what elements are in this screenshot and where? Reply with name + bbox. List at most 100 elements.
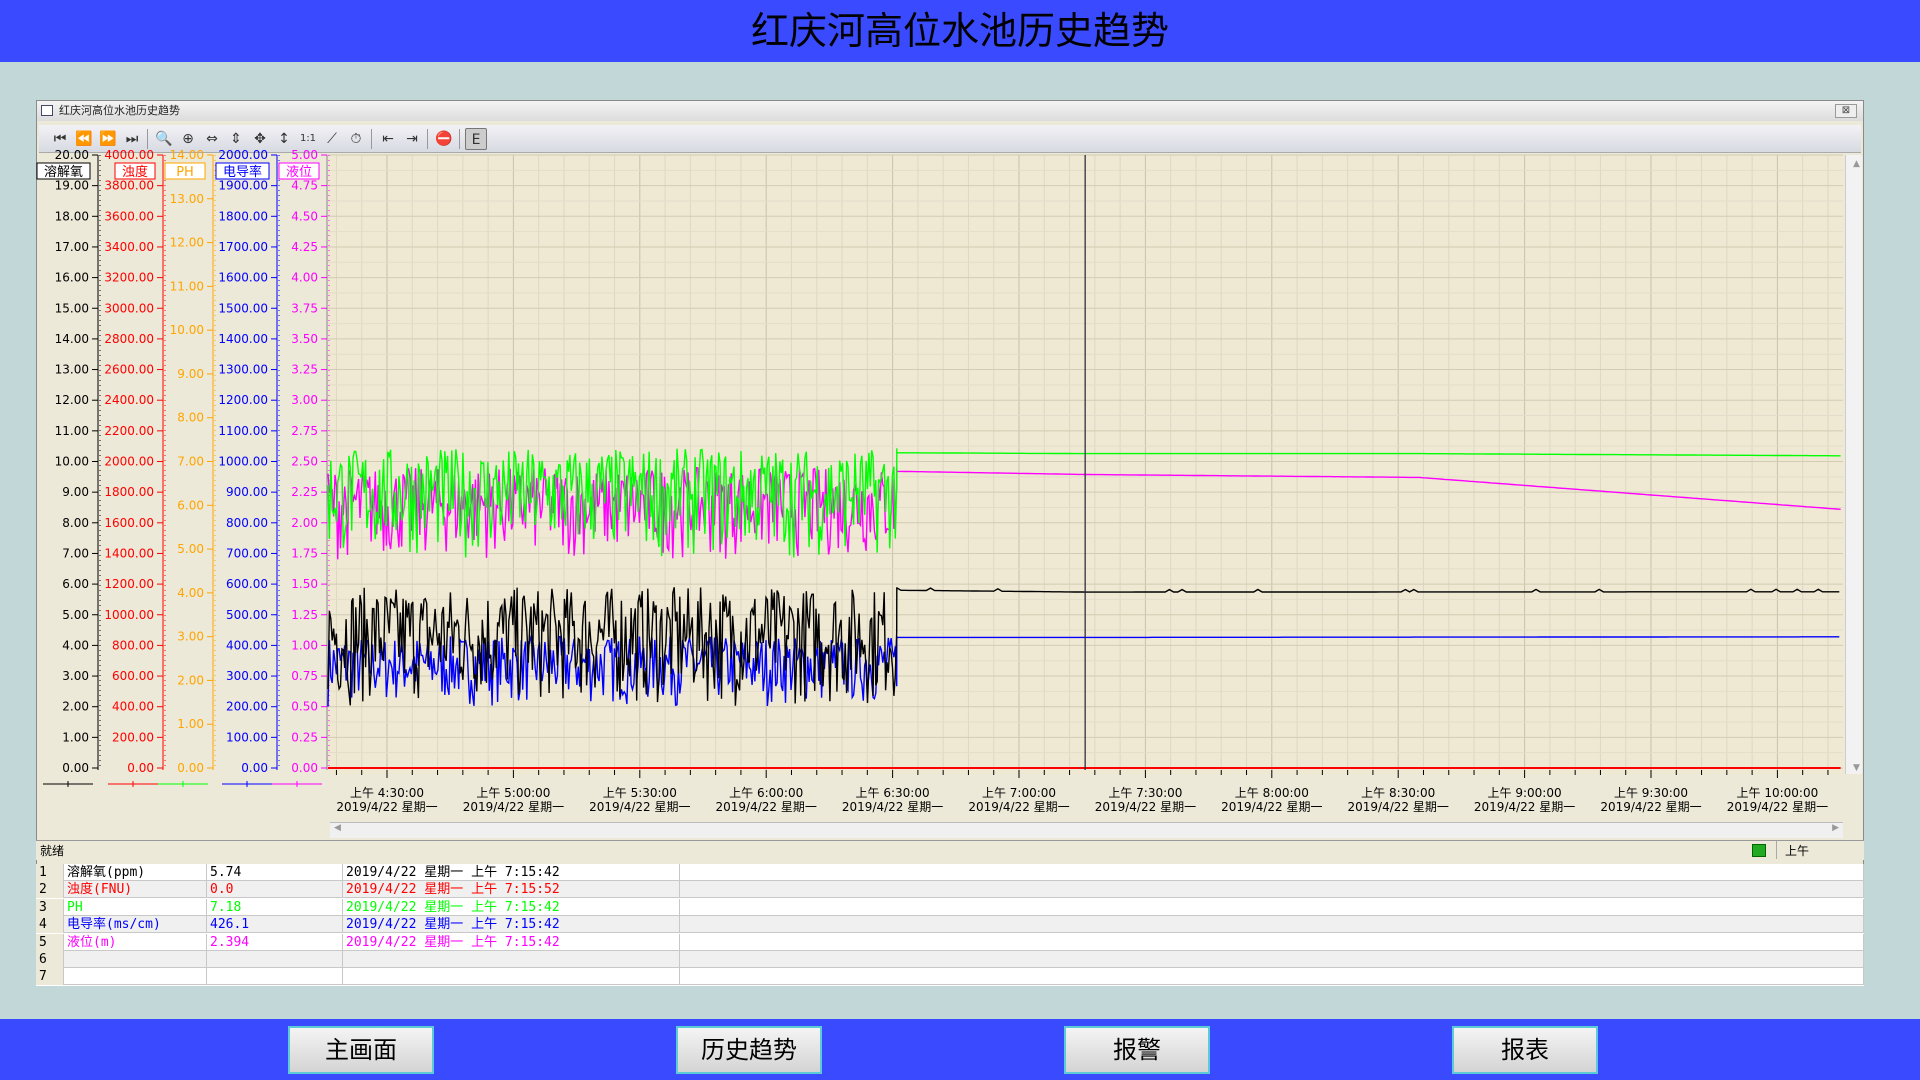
cell-name: PH [64,898,207,916]
tick-label: 11.00 [170,279,204,293]
tick-label: 2200.00 [104,424,154,438]
tick-label: 1500.00 [218,301,268,315]
tick-label: 1200.00 [104,577,154,591]
vertical-scale-icon[interactable]: ↕ [278,131,290,147]
main-screen-button[interactable]: 主画面 [288,1026,434,1074]
cell-time: 2019/4/22 星期一 上午 7:15:42 [343,933,680,951]
cell-time: 2019/4/22 星期一 上午 7:15:52 [343,881,680,899]
report-button[interactable]: 报表 [1452,1026,1598,1074]
tick-label: 100.00 [226,730,268,744]
tick-label: 900.00 [226,485,268,499]
table-row[interactable]: 1 溶解氧(ppm) 5.74 2019/4/22 星期一 上午 7:15:42 [36,864,1864,881]
y-axis-4: 0.00 0.25 0.50 0.75 1.00 1.25 1.50 1.75 2.00 2.25… [278,148,330,775]
x-tick-label-time: 上午 8:30:00 [1361,786,1435,800]
tick-label: 2.50 [291,455,318,469]
zoom-in-icon[interactable]: ⊕ [182,131,194,147]
scientific-notation-icon[interactable]: E [465,128,487,150]
tick-label: 20.00 [55,148,89,162]
zoom-vertical-icon[interactable]: ⇕ [230,131,242,147]
alarm-button[interactable]: 报警 [1064,1026,1210,1074]
tick-label: 12.00 [170,236,204,250]
cell-name: 溶解氧(ppm) [64,864,207,881]
tick-label: 1300.00 [218,363,268,377]
cell-empty [680,951,1864,968]
trend-icon[interactable]: ⟋ [327,131,337,147]
window-close-button[interactable]: ⊠ [1835,104,1857,118]
horizontal-scrollbar[interactable]: ◀ ▶ [330,822,1843,838]
toolbar-separator [147,129,148,149]
tick-label: 10.00 [170,323,204,337]
tick-label: 1800.00 [104,485,154,499]
table-row[interactable]: 7 [36,968,1864,986]
trend-app-icon [41,105,53,116]
tick-label: 2.25 [291,485,318,499]
tick-label: 600.00 [112,669,154,683]
zoom-horizontal-icon[interactable]: ⇔ [206,131,218,147]
vertical-scrollbar[interactable] [1845,155,1862,774]
x-tick-label-date: 2019/4/22 星期一 [589,800,690,814]
scroll-right-arrow-icon[interactable]: ▶ [1832,823,1839,833]
cell-time: 2019/4/22 星期一 上午 7:15:42 [343,864,680,881]
tick-label: 0.00 [62,761,89,775]
first-page-icon[interactable]: ⏮ [53,131,67,147]
tick-label: 1.75 [291,546,318,560]
tick-label: 2400.00 [104,393,154,407]
cell-time: 2019/4/22 星期一 上午 7:15:42 [343,898,680,916]
series-legend-label: 溶解氧 [44,165,83,180]
cell-name: 电导率(ms/cm) [64,916,207,934]
window-titlebar: 红庆河高位水池历史趋势 [37,101,1863,121]
cell-empty [680,881,1864,899]
table-row[interactable]: 3 PH 7.18 2019/4/22 星期一 上午 7:15:42 [36,898,1864,916]
zoom-icon[interactable]: 🔍 [155,131,173,147]
table-row[interactable]: 4 电导率(ms/cm) 426.1 2019/4/22 星期一 上午 7:15:42 [36,916,1864,934]
history-trend-button[interactable]: 历史趋势 [676,1026,822,1074]
tick-label: 9.00 [62,485,89,499]
tick-label: 1400.00 [104,546,154,560]
table-row[interactable]: 6 [36,951,1864,968]
table-row[interactable]: 5 液位(m) 2.394 2019/4/22 星期一 上午 7:15:42 [36,933,1864,951]
y-axis-1: 0.00 200.00 400.00 600.00 800.00 1000.00 1200.… [104,148,166,775]
tick-label: 19.00 [55,179,89,193]
tick-label: 400.00 [112,700,154,714]
cell-value: 0.0 [207,881,343,899]
cell-empty [680,933,1864,951]
tick-label: 1.00 [62,730,89,744]
x-tick-label-time: 上午 10:00:00 [1737,786,1819,800]
scroll-left-arrow-icon[interactable]: ◀ [334,823,341,833]
cell-time [343,951,680,968]
last-page-icon[interactable]: ⏭ [125,131,139,147]
bottom-nav: 主画面 历史趋势 报警 报表 [0,1019,1920,1080]
one-to-one-icon[interactable]: 1:1 [299,133,317,144]
y-axis-0: 0.00 1.00 2.00 3.00 4.00 5.00 6.00 7.00 8.00 9.00… [36,148,101,775]
series-legend-label: 浊度 [122,164,148,180]
cell-empty [680,968,1864,986]
pan-icon[interactable]: ✥ [254,131,266,147]
tick-label: 1.00 [291,638,318,652]
tick-label: 3.00 [291,393,318,407]
cell-value [207,968,343,986]
tick-label: 8.00 [62,516,89,530]
x-tick-label-time: 上午 9:30:00 [1614,786,1688,800]
timer-icon[interactable]: ⏱ [350,131,362,147]
scroll-back-icon[interactable]: ⇤ [382,131,394,147]
cell-no: 3 [36,898,64,916]
rewind-icon[interactable]: ⏪ [75,131,93,147]
value-table: 1 溶解氧(ppm) 5.74 2019/4/22 星期一 上午 7:15:42 2 浊度… [36,864,1864,986]
scroll-forward-icon[interactable]: ⇥ [406,131,418,147]
fast-forward-icon[interactable]: ⏩ [99,131,117,147]
tick-label: 600.00 [226,577,268,591]
stop-icon[interactable]: ⛔ [435,131,453,147]
tick-label: 2000.00 [218,148,268,162]
x-tick-label-date: 2019/4/22 星期一 [1474,800,1575,814]
tick-label: 1.00 [177,717,204,731]
tick-label: 500.00 [226,608,268,622]
tick-label: 2.00 [177,673,204,687]
tick-label: 13.00 [55,363,89,377]
series-line-2 [327,448,1841,558]
table-row[interactable]: 2 浊度(FNU) 0.0 2019/4/22 星期一 上午 7:15:52 [36,881,1864,899]
tick-label: 1.50 [291,577,318,591]
series-legend-box [215,162,270,180]
tick-label: 0.50 [291,700,318,714]
tick-label: 0.75 [291,669,318,683]
